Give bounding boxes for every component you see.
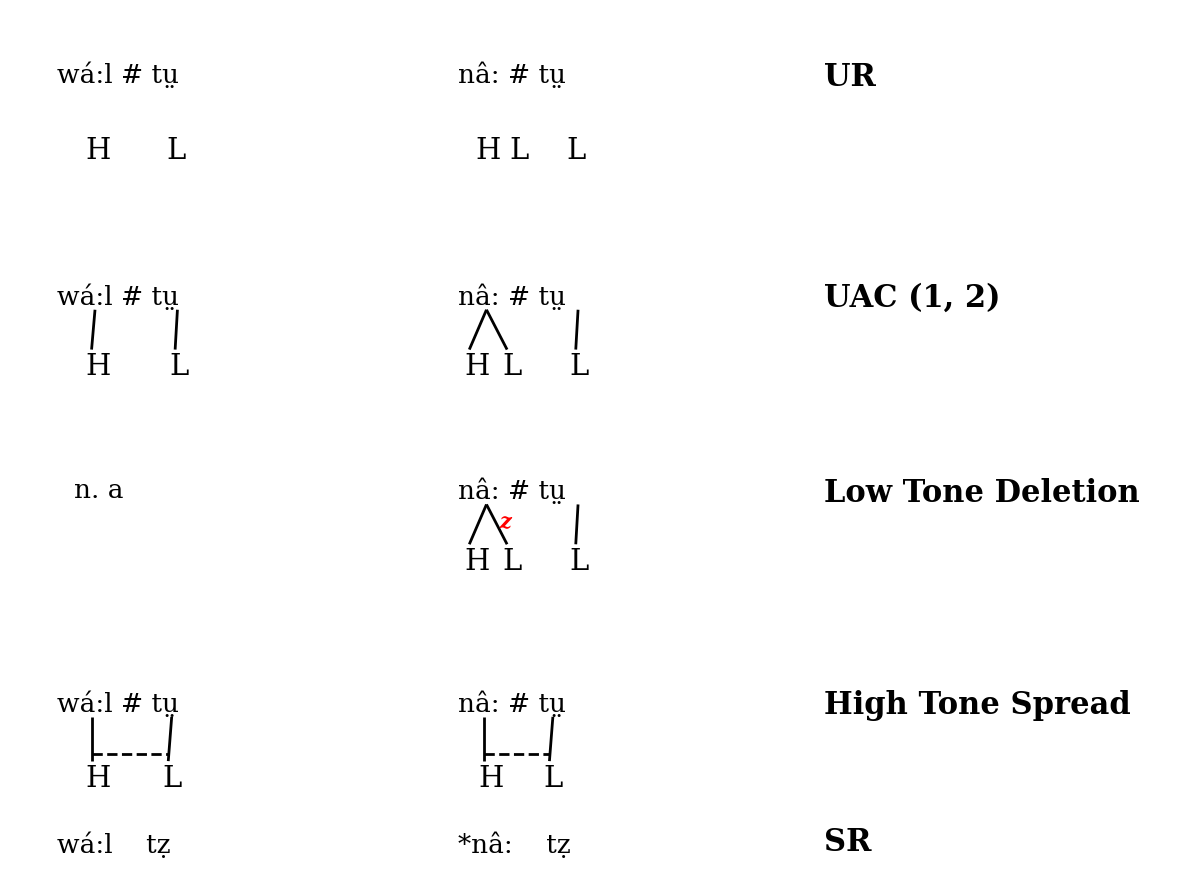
Text: L: L [566,137,586,165]
Text: L: L [169,353,188,381]
Text: wá:l # tṳ: wá:l # tṳ [58,283,179,310]
Text: H: H [464,548,490,576]
Text: High Tone Spread: High Tone Spread [824,690,1130,721]
Text: L: L [569,548,588,576]
Text: H: H [475,137,500,165]
Text: H: H [86,765,112,793]
Text: L: L [569,353,588,381]
Text: z: z [499,512,511,532]
Text: UR: UR [824,62,876,93]
Text: L: L [503,353,522,381]
Text: wá:l # tṳ: wá:l # tṳ [58,62,179,88]
Text: nâ: # tṳ: nâ: # tṳ [458,478,566,504]
Text: H: H [86,137,112,165]
Text: L: L [162,765,182,793]
Text: nâ: # tṳ: nâ: # tṳ [458,690,566,717]
Text: L: L [544,765,563,793]
Text: n. a: n. a [74,478,124,503]
Text: L: L [503,548,522,576]
Text: UAC (1, 2): UAC (1, 2) [824,283,1001,314]
Text: H: H [479,765,504,793]
Text: L: L [509,137,529,165]
Text: H: H [464,353,490,381]
Text: nâ: # tṳ: nâ: # tṳ [458,62,566,88]
Text: wá:l    tẓ: wá:l tẓ [58,832,170,858]
Text: Low Tone Deletion: Low Tone Deletion [824,478,1140,509]
Text: SR: SR [824,827,871,858]
Text: nâ: # tṳ: nâ: # tṳ [458,283,566,310]
Text: *nâ:    tẓ: *nâ: tẓ [458,832,571,858]
Text: L: L [166,137,185,165]
Text: wá:l # tṳ: wá:l # tṳ [58,690,179,717]
Text: H: H [86,353,112,381]
